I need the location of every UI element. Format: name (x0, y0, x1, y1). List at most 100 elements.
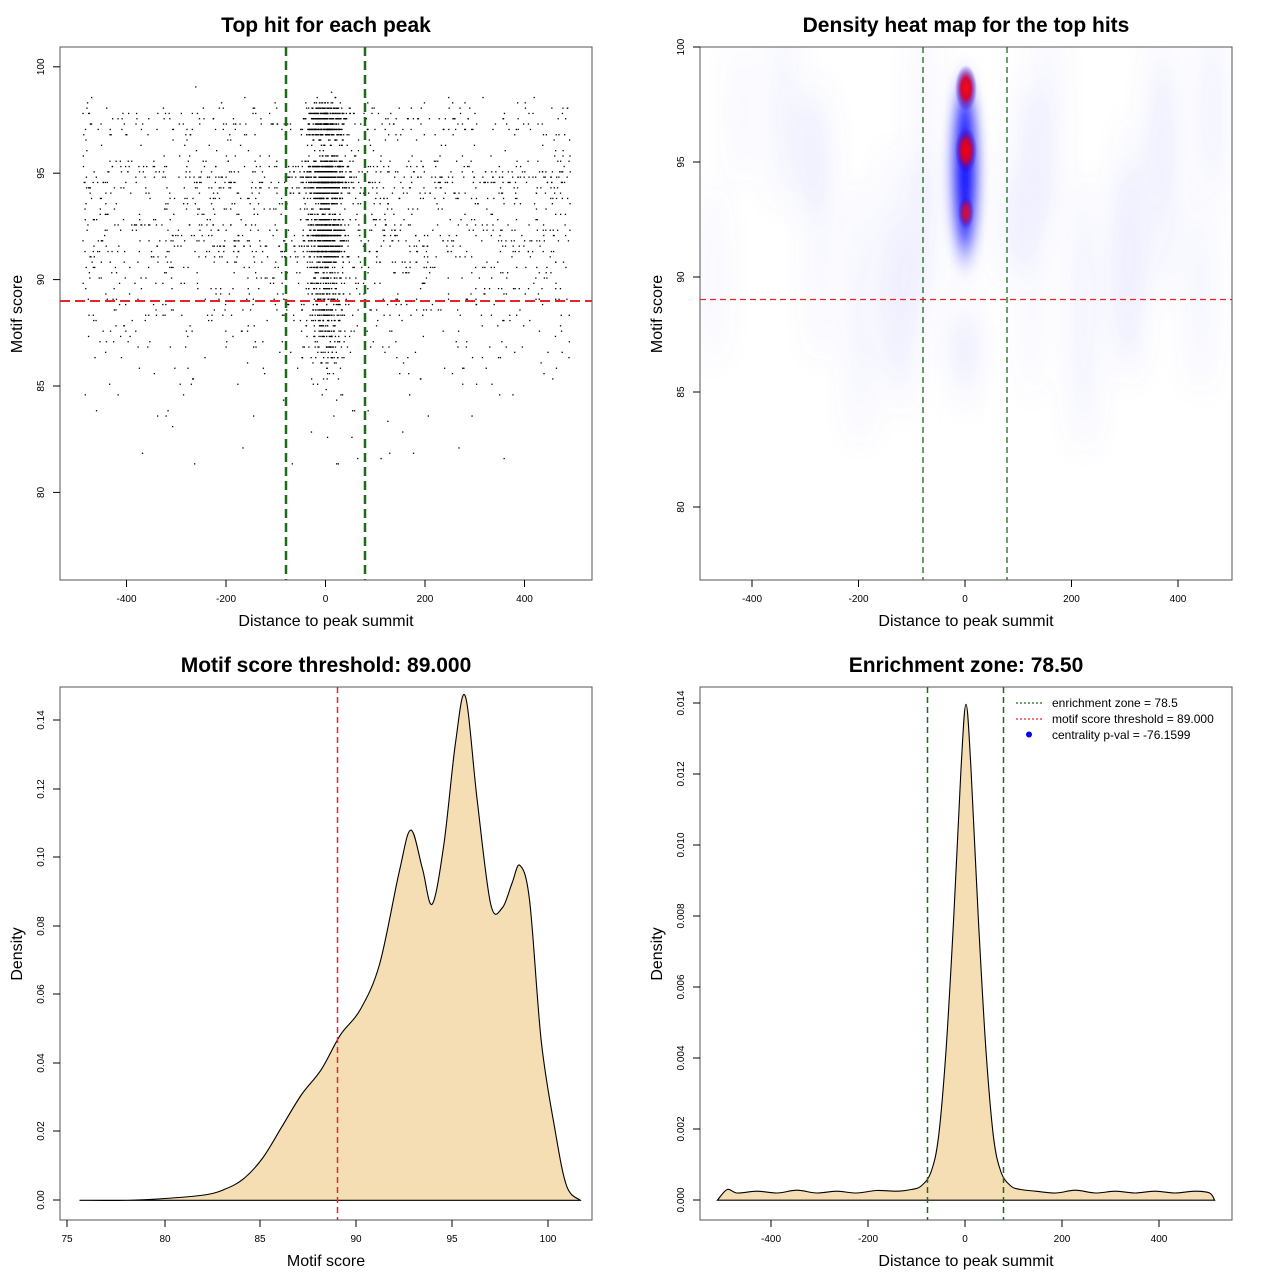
scatter-point (493, 197, 495, 200)
scatter-point (299, 319, 302, 322)
scatter-point (152, 165, 154, 168)
scatter-point (358, 171, 360, 173)
distance-density-ytick-label: 0.006 (676, 974, 687, 999)
scatter-point (276, 187, 278, 189)
scatter-point (167, 410, 169, 412)
scatter-point (320, 134, 323, 136)
scatter-point (338, 250, 340, 253)
scatter-point (475, 383, 478, 385)
scatter-point (212, 118, 214, 120)
scatter-point (505, 293, 508, 295)
scatter-point (289, 123, 292, 125)
scatter-point (551, 171, 554, 173)
scatter-point (293, 234, 296, 237)
scatter-point (315, 266, 317, 269)
scatter-point (383, 197, 385, 200)
scatter-point (105, 293, 107, 295)
scatter-point (196, 272, 198, 274)
scatter-point (319, 197, 321, 200)
scatter-point (486, 229, 488, 231)
scatter-point (311, 181, 313, 184)
scatter-point (343, 187, 346, 189)
scatter-point (552, 378, 554, 380)
scatter-point (474, 112, 476, 115)
scatter-point (501, 341, 503, 343)
scatter-point (170, 277, 173, 279)
scatter-point (310, 357, 312, 359)
scatter-point (336, 250, 338, 253)
scatter-point (102, 181, 104, 184)
distance-density-x-axis: -400 -200 0 200 400 (761, 1220, 1168, 1245)
scatter-point (323, 272, 325, 274)
scatter-point (386, 208, 389, 210)
scatter-point (208, 250, 211, 253)
scatter-point (198, 224, 201, 226)
scatter-point (284, 256, 286, 258)
scatter-point (123, 325, 125, 327)
scatter-point (423, 234, 426, 237)
scatter-point (281, 203, 283, 205)
scatter-point (557, 118, 559, 120)
scatter-xtick-label: 400 (516, 594, 533, 605)
scatter-point (329, 187, 331, 189)
scatter-point (318, 224, 321, 226)
scatter-point (232, 123, 235, 125)
scatter-point (246, 298, 248, 300)
scatter-point (471, 256, 473, 258)
scatter-point (358, 224, 360, 226)
scatter-point (330, 277, 332, 279)
scatter-point (233, 245, 235, 247)
scatter-point (200, 181, 202, 184)
scatter-point (311, 314, 314, 316)
scatter-point (350, 150, 353, 152)
scatter-point (512, 250, 514, 253)
scatter-point (352, 266, 354, 269)
scatter-point (338, 181, 340, 184)
scatter-point (278, 245, 280, 247)
scatter-point (293, 245, 295, 247)
scatter-point (396, 298, 399, 300)
scatter-point (326, 303, 328, 306)
scatter-point (330, 203, 333, 205)
scatter-point (338, 293, 340, 295)
scatter-point (109, 383, 111, 385)
scatter-point (111, 165, 113, 168)
scatter-point (340, 134, 343, 136)
scatter-point (299, 272, 301, 274)
scatter-point (431, 303, 434, 306)
scatter-point (305, 181, 307, 184)
scatter-point (396, 234, 398, 237)
scatter-point (194, 203, 196, 205)
scatter-point (348, 303, 350, 306)
scatter-point (303, 346, 305, 348)
scatter-point (484, 266, 486, 269)
scatter-point (262, 367, 264, 369)
scatter-point (300, 128, 302, 131)
scatter-point (410, 107, 412, 109)
scatter-point (333, 250, 335, 253)
scatter-point (460, 219, 462, 221)
scatter-point (565, 266, 567, 269)
scatter-point (376, 309, 378, 311)
scatter-point (227, 139, 229, 141)
scatter-point (332, 112, 335, 115)
scatter-point (319, 208, 321, 210)
scatter-point (307, 288, 310, 290)
scatter-point (531, 240, 533, 242)
scatter-point (280, 250, 282, 253)
scatter-point (178, 123, 180, 125)
scatter-point (303, 197, 305, 200)
scatter-point (556, 187, 559, 189)
scatter-point (302, 118, 305, 120)
scatter-point (278, 181, 280, 184)
scatter-point (294, 245, 296, 247)
scatter-point (330, 335, 333, 338)
scatter-point (281, 272, 283, 274)
scatter-point (427, 261, 429, 263)
scatter-point (92, 250, 94, 253)
scatter-point (166, 208, 168, 210)
scatter-point (524, 240, 526, 242)
scatter-point (439, 234, 441, 237)
scatter-point (201, 213, 203, 215)
